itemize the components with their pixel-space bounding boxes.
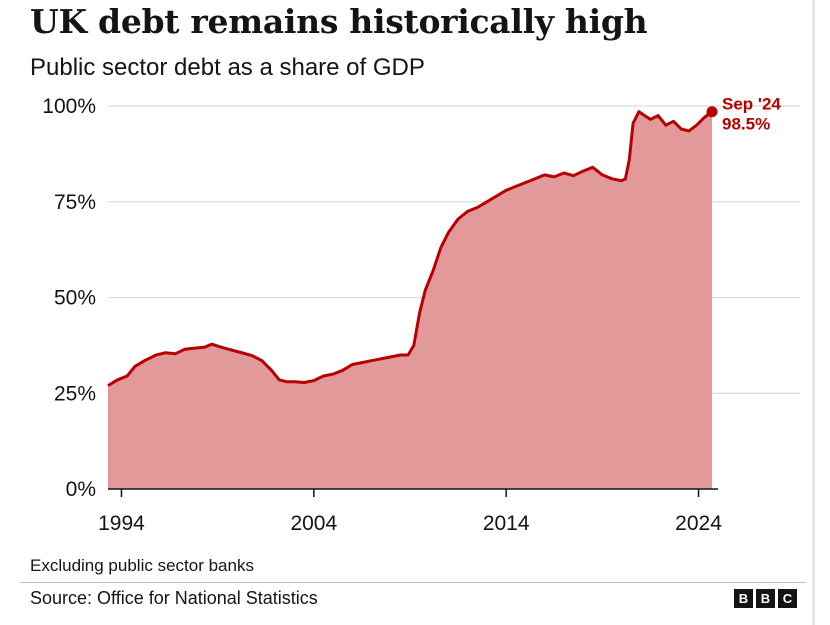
- y-tick-label: 0%: [66, 478, 96, 501]
- logo-letter: B: [734, 589, 753, 608]
- x-tick-label: 2004: [290, 512, 337, 535]
- y-tick-label: 75%: [54, 191, 96, 214]
- source-text: Source: Office for National Statistics: [30, 588, 318, 608]
- x-tick-label: 2014: [483, 512, 530, 535]
- y-tick-label: 25%: [54, 382, 96, 405]
- last-point-marker: [706, 106, 718, 118]
- divider: [20, 582, 806, 583]
- last-point-label: Sep '24: [722, 95, 781, 114]
- bbc-logo: B B C: [734, 589, 797, 608]
- axes: 0% 25% 50% 75% 100% 1994 2004 2014 2024: [42, 95, 722, 535]
- series-line: [107, 110, 713, 387]
- y-tick-label: 100%: [42, 95, 96, 118]
- y-tick-label: 50%: [54, 287, 96, 310]
- logo-letter: C: [778, 589, 797, 608]
- x-tick-label: 1994: [98, 512, 145, 535]
- last-point-label: 98.5%: [722, 115, 770, 134]
- footnote: Excluding public sector banks: [30, 556, 254, 575]
- chart-subtitle: Public sector debt as a share of GDP: [30, 54, 425, 81]
- area-fill: [108, 111, 712, 489]
- series-area: [107, 110, 713, 489]
- chart-title: UK debt remains historically high: [30, 2, 648, 41]
- x-tick-label: 2024: [675, 512, 722, 535]
- logo-letter: B: [756, 589, 775, 608]
